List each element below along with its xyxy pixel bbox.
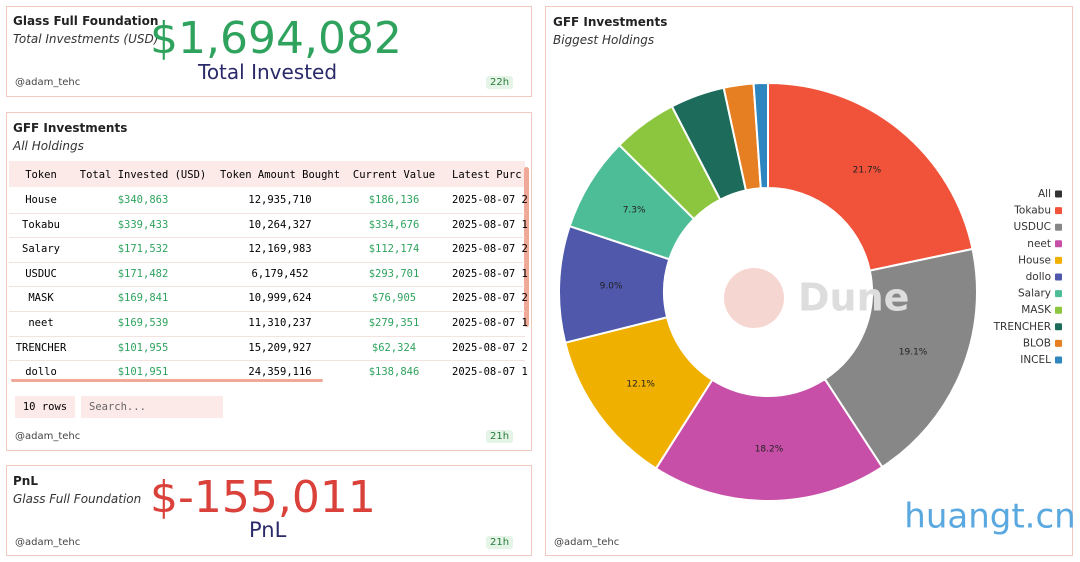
panel-subtitle: Biggest Holdings	[553, 33, 655, 47]
panel-title: GFF Investments	[553, 15, 668, 29]
column-header: Token Amount Bought	[219, 169, 341, 181]
table-cell: $138,846	[368, 366, 420, 379]
table-cell: $171,482	[117, 267, 169, 280]
table-cell: 12,169,983	[248, 243, 312, 256]
author: @adam_tehc	[554, 537, 620, 548]
row-divider	[9, 212, 525, 214]
table-cell: $340,863	[117, 194, 169, 206]
column-header: Total Invested (USD)	[79, 169, 207, 181]
age-badge: 22h	[486, 76, 514, 89]
table-cell: House	[25, 194, 57, 206]
counter: $1,694,082	[150, 13, 402, 64]
table-cell: MASK	[28, 292, 54, 305]
rows-selector[interactable]: 10 rows	[15, 396, 75, 418]
table-cell: $171,532	[117, 243, 169, 256]
table-cell: 15,209,927	[248, 341, 312, 354]
table-cell: $101,955	[117, 341, 169, 354]
search-input[interactable]: Search...	[81, 396, 223, 418]
table-cell: 2025-08-07 2	[452, 292, 528, 305]
table-header-bg	[9, 161, 525, 187]
table-cell: 2025-08-07 1	[452, 218, 528, 231]
table-cell: dollo	[25, 366, 57, 379]
column-header: Latest Purc	[452, 169, 522, 181]
table-cell: $279,351	[368, 317, 420, 329]
row-divider	[9, 360, 525, 362]
table-cell: Salary	[22, 243, 60, 256]
table-cell: $101,951	[117, 366, 169, 379]
table-cell: 2025-08-07 2	[452, 243, 528, 256]
table-cell: $169,539	[117, 317, 169, 329]
table-cell: Tokabu	[22, 218, 60, 231]
table-cell: 10,999,624	[248, 292, 312, 305]
hscrollbar[interactable]	[11, 379, 323, 382]
table-cell: 6,179,452	[251, 267, 309, 280]
counter: $-155,011	[150, 472, 376, 523]
overlay-label: PnL	[249, 518, 287, 542]
table-cell: $76,905	[371, 292, 417, 305]
panel-title: Glass Full Foundation	[13, 14, 159, 28]
table-cell: $62,324	[371, 341, 417, 354]
table-cell: $169,841	[117, 292, 169, 305]
table-cell: 12,935,710	[248, 194, 312, 206]
table-cell: $339,433	[117, 218, 169, 231]
author: @adam_tehc	[15, 431, 81, 442]
pnl-panel: PnL Glass Full Foundation $-155,011 PnL …	[6, 465, 532, 556]
table-cell: 2025-08-07 1	[452, 366, 528, 379]
table-cell: 2025-08-07 2	[452, 194, 528, 206]
author: @adam_tehc	[15, 77, 81, 88]
table-cell: 11,310,237	[248, 317, 312, 329]
table-cell: 2025-08-07 1	[452, 317, 528, 329]
column-header: Token	[25, 169, 57, 181]
overlay-label: Total Invested	[198, 60, 338, 84]
author: @adam_tehc	[15, 537, 81, 548]
total-panel: Glass Full Foundation Total Investments …	[6, 6, 532, 97]
table-cell: $186,136	[368, 194, 420, 206]
table-cell: neet	[28, 317, 54, 329]
age-badge: 21h	[486, 430, 514, 443]
table-cell: 24,359,116	[248, 366, 312, 379]
panel-subtitle: All Holdings	[13, 139, 84, 153]
panel-title: GFF Investments	[13, 121, 128, 135]
column-header: Current Value	[352, 169, 436, 181]
panel-subtitle: Glass Full Foundation	[13, 492, 142, 506]
table-panel: GFF Investments All Holdings 10 rows Sea…	[6, 112, 532, 451]
table-cell: $112,174	[368, 243, 420, 256]
table-cell: $293,701	[368, 267, 420, 280]
row-divider	[9, 335, 525, 337]
table-cell: 2025-08-07 2	[452, 341, 528, 354]
age-badge: 21h	[486, 536, 514, 549]
table-cell: TRENCHER	[15, 341, 67, 354]
table-cell: 2025-08-07 1	[452, 267, 528, 280]
row-divider	[9, 286, 525, 288]
panel-title: PnL	[13, 474, 38, 488]
table-cell: 10,264,327	[248, 218, 312, 231]
row-divider	[9, 261, 525, 263]
row-divider	[9, 237, 525, 239]
pie-panel: GFF Investments Biggest Holdings @adam_t…	[545, 6, 1073, 556]
row-divider	[9, 311, 525, 312]
table-cell: $334,676	[368, 218, 420, 231]
panel-subtitle: Total Investments (USD)	[13, 32, 159, 46]
table-cell: USDUC	[25, 267, 57, 280]
scrollbar[interactable]	[524, 167, 529, 327]
